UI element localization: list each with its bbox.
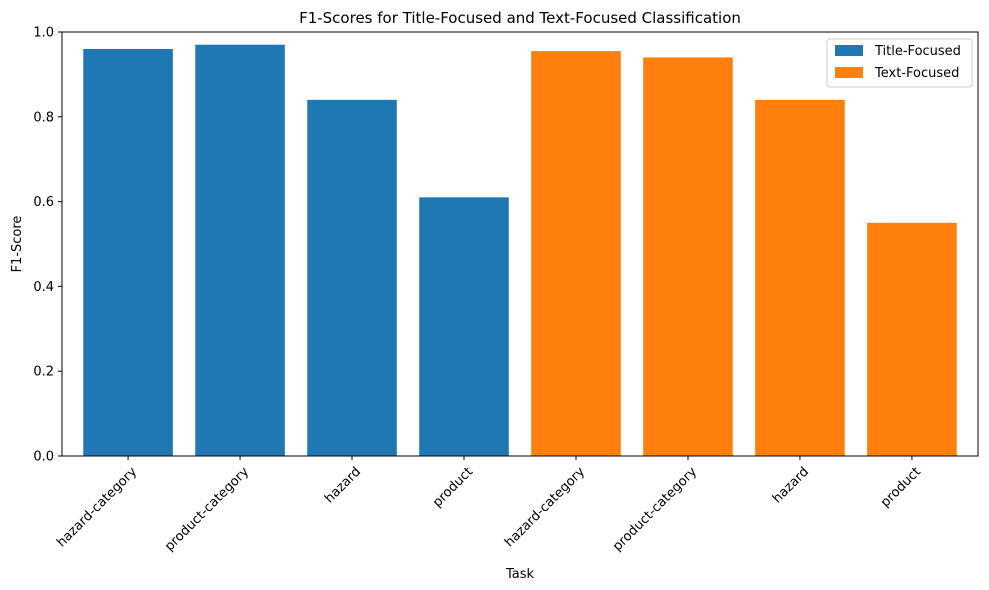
x-tick-label: product xyxy=(878,464,924,510)
legend-swatch-title-focused xyxy=(835,45,863,56)
x-axis: hazard-category product-category hazard pro… xyxy=(54,456,924,554)
bar-title-focused-hazard-category xyxy=(83,48,173,457)
x-axis-label: Task xyxy=(505,567,535,582)
bar-text-focused-product xyxy=(867,222,957,456)
legend-label-title-focused: Title-Focused xyxy=(874,44,961,59)
x-tick-label: hazard xyxy=(322,464,364,506)
x-tick-label: hazard-category xyxy=(502,464,588,550)
legend-frame xyxy=(826,38,973,88)
y-tick-label: 0.2 xyxy=(33,365,54,380)
y-tick-label: 0.4 xyxy=(33,280,54,295)
x-tick-label: hazard xyxy=(770,464,812,506)
x-tick-label: product-category xyxy=(610,464,700,554)
bar-title-focused-product xyxy=(419,197,509,457)
bar-text-focused-product-category xyxy=(643,57,733,456)
bar-text-focused-hazard-category xyxy=(531,51,621,456)
y-tick-label: 0.8 xyxy=(33,110,54,125)
bars xyxy=(83,44,957,457)
y-tick-label: 1.0 xyxy=(33,26,54,41)
chart-title: F1-Scores for Title-Focused and Text-Foc… xyxy=(299,9,741,27)
x-tick-label: product-category xyxy=(162,464,252,554)
legend-swatch-text-focused xyxy=(835,67,863,78)
bar-text-focused-hazard xyxy=(755,99,845,456)
bar-title-focused-product-category xyxy=(195,44,285,456)
legend-label-text-focused: Text-Focused xyxy=(874,66,959,81)
legend: Title-Focused Text-Focused xyxy=(826,38,973,88)
y-tick-label: 0.6 xyxy=(33,195,54,210)
bar-title-focused-hazard xyxy=(307,99,397,456)
x-tick-label: hazard-category xyxy=(54,464,140,550)
y-axis-label: F1-Score xyxy=(10,216,25,273)
plot-frame xyxy=(61,31,979,457)
y-axis: 0.0 0.2 0.4 0.6 0.8 1.0 xyxy=(33,26,62,465)
x-tick-label: product xyxy=(430,464,476,510)
y-tick-label: 0.0 xyxy=(33,450,54,465)
